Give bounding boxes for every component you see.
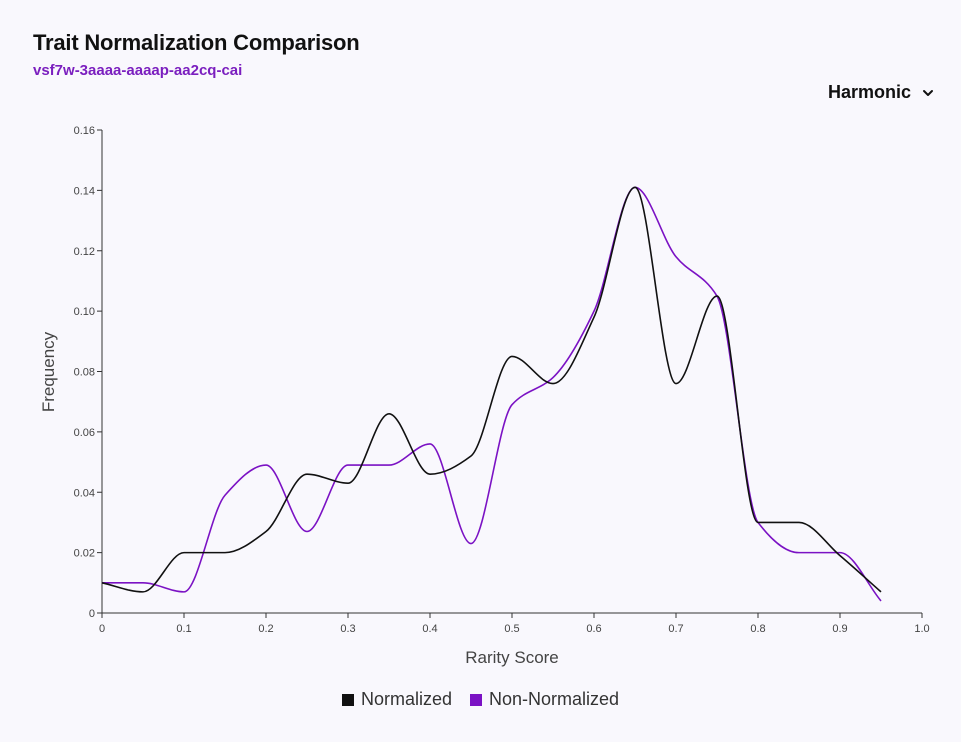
y-tick-label: 0.16 bbox=[74, 125, 95, 137]
dropdown-value: Harmonic bbox=[827, 82, 911, 102]
y-tick-label: 0 bbox=[89, 608, 95, 620]
x-tick-label: 0.5 bbox=[504, 623, 519, 635]
chart-series bbox=[101, 186, 882, 602]
x-tick-label: 1.0 bbox=[914, 623, 929, 635]
legend-swatch-normalized bbox=[341, 693, 354, 706]
x-tick-label: 0 bbox=[99, 623, 105, 635]
y-tick-label: 0.14 bbox=[74, 185, 95, 197]
series-line-normalized bbox=[101, 186, 882, 593]
x-tick-label: 0.2 bbox=[258, 623, 273, 635]
x-tick-label: 0.4 bbox=[422, 623, 437, 635]
y-tick-label: 0.12 bbox=[74, 246, 95, 258]
y-tick-label: 0.02 bbox=[74, 548, 95, 560]
frequency-chart: 0 0.1 0.2 0.3 0.4 0.5 0.6 0.7 0.8 0.9 1.0 0 0.02 0.0… bbox=[39, 125, 930, 667]
chart-axes bbox=[101, 130, 922, 614]
x-tick-label: 0.1 bbox=[176, 623, 191, 635]
x-tick-label: 0.8 bbox=[750, 623, 765, 635]
x-axis-label: Rarity Score bbox=[465, 648, 559, 667]
page-title: Trait Normalization Comparison bbox=[33, 30, 360, 55]
chevron-down-icon bbox=[923, 89, 933, 96]
legend-label-non-normalized: Non-Normalized bbox=[488, 689, 620, 709]
legend-label-normalized: Normalized bbox=[360, 689, 452, 709]
y-axis-label: Frequency bbox=[39, 331, 58, 412]
legend-item-non-normalized[interactable]: Non-Normalized bbox=[469, 689, 620, 710]
x-tick-label: 0.7 bbox=[668, 623, 683, 635]
y-tick-label: 0.06 bbox=[74, 427, 95, 439]
y-axis-ticks: 0 0.02 0.04 0.06 0.08 0.10 0.12 0.14 0.16 bbox=[74, 125, 102, 620]
scoring-method-dropdown[interactable]: Harmonic bbox=[828, 82, 935, 103]
chart-legend: Normalized Non-Normalized bbox=[0, 689, 961, 710]
y-tick-label: 0.10 bbox=[74, 306, 95, 318]
x-tick-label: 0.9 bbox=[832, 623, 847, 635]
canister-id: vsf7w-3aaaa-aaaap-aa2cq-cai bbox=[33, 62, 243, 79]
series-line-non-normalized bbox=[102, 186, 882, 602]
legend-swatch-non-normalized bbox=[469, 693, 482, 706]
y-tick-label: 0.04 bbox=[74, 487, 95, 499]
x-axis-ticks: 0 0.1 0.2 0.3 0.4 0.5 0.6 0.7 0.8 0.9 1.0 bbox=[99, 613, 930, 635]
x-tick-label: 0.6 bbox=[586, 623, 601, 635]
legend-item-normalized[interactable]: Normalized bbox=[341, 689, 452, 710]
x-tick-label: 0.3 bbox=[340, 623, 355, 635]
y-tick-label: 0.08 bbox=[74, 367, 95, 379]
